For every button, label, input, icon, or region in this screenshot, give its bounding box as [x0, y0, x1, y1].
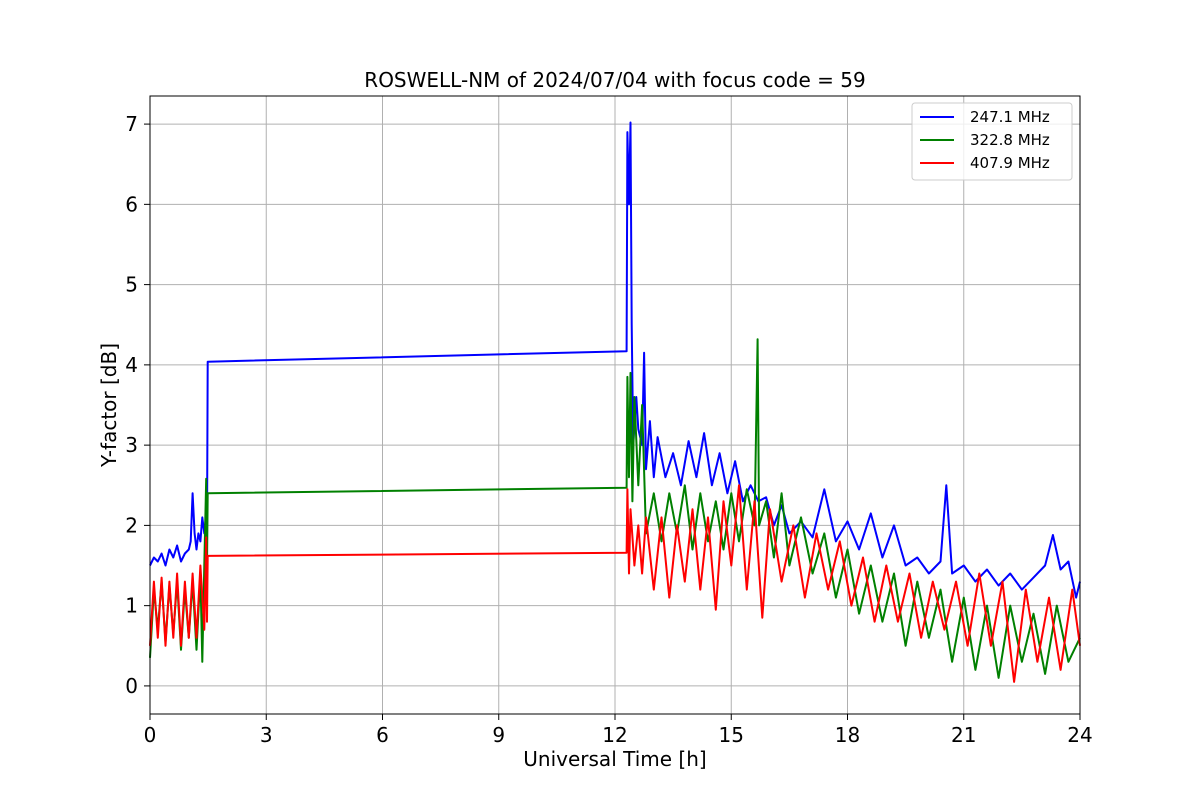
x-tick-label: 6 — [376, 723, 389, 747]
legend-label-1: 322.8 MHz — [970, 131, 1050, 149]
series-line-1 — [149, 338, 1081, 679]
x-tick-label: 24 — [1067, 723, 1092, 747]
x-tick-label: 21 — [951, 723, 976, 747]
series-lines — [149, 121, 1081, 683]
x-tick-label: 0 — [144, 723, 157, 747]
y-axis-label: Y-factor [dB] — [97, 343, 121, 468]
x-tick-label: 15 — [719, 723, 744, 747]
y-tick-label: 7 — [125, 112, 138, 136]
legend-label-2: 407.9 MHz — [970, 154, 1050, 172]
y-tick-label: 3 — [125, 433, 138, 457]
y-tick-label: 4 — [125, 353, 138, 377]
legend-box — [911, 102, 1073, 181]
legend-label-0: 247.1 MHz — [970, 108, 1050, 126]
y-tick-label: 2 — [125, 513, 138, 537]
y-tick-label: 0 — [125, 674, 138, 698]
x-tick-label: 9 — [492, 723, 505, 747]
y-tick-label: 1 — [125, 594, 138, 618]
x-tick-label: 3 — [260, 723, 273, 747]
series-line-0 — [149, 121, 1081, 599]
y-tick-label: 6 — [125, 192, 138, 216]
y-tick-label: 5 — [125, 273, 138, 297]
x-tick-label: 12 — [602, 723, 627, 747]
x-axis-label: Universal Time [h] — [523, 747, 706, 771]
chart-title: ROSWELL-NM of 2024/07/04 with focus code… — [364, 68, 865, 92]
x-tick-label: 18 — [835, 723, 860, 747]
legend: 247.1 MHz 322.8 MHz 407.9 MHz — [911, 102, 1073, 181]
series-line-2 — [149, 484, 1081, 683]
